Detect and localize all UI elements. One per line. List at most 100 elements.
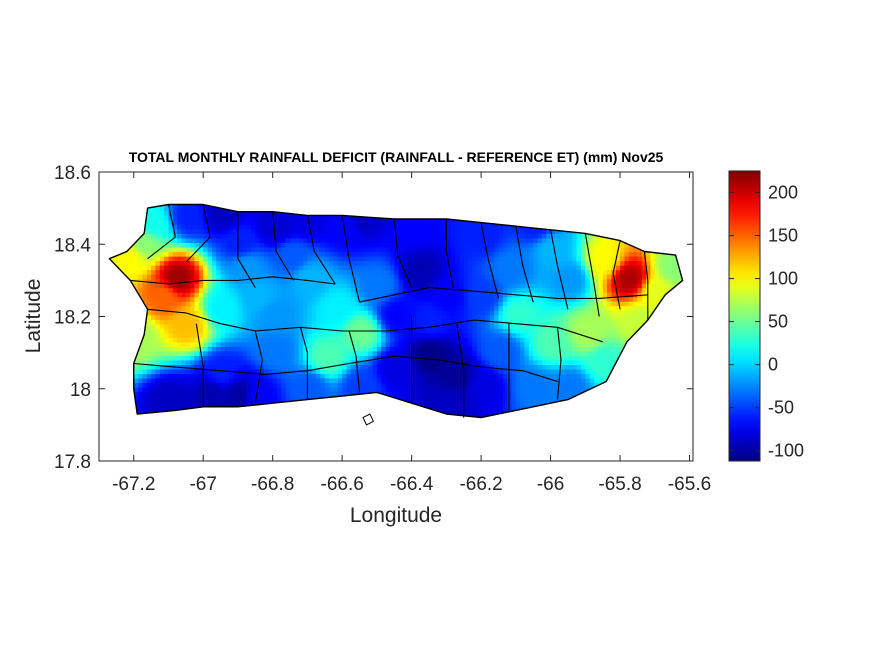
field-cell: [359, 310, 365, 316]
field-cell: [264, 341, 269, 347]
field-cell: [198, 400, 204, 406]
field-cell: [138, 364, 143, 370]
field-cell: [381, 373, 387, 379]
field-cell: [185, 396, 191, 402]
field-cell: [533, 359, 539, 365]
field-cell: [424, 328, 430, 334]
field-cell: [207, 396, 213, 402]
field-cell: [203, 368, 209, 374]
field-cell: [207, 301, 213, 307]
field-cell: [259, 319, 265, 325]
field-cell: [385, 296, 391, 302]
field-cell: [307, 341, 313, 347]
field-cell: [237, 278, 243, 284]
field-cell: [381, 386, 387, 392]
field-cell: [164, 391, 169, 397]
field-cell: [455, 292, 460, 298]
field-cell: [355, 337, 361, 343]
field-cell: [246, 332, 252, 338]
field-cell: [472, 355, 478, 361]
field-cell: [463, 323, 469, 329]
field-cell: [520, 400, 526, 406]
field-cell: [363, 278, 369, 284]
field-cell: [185, 368, 191, 374]
field-cell: [337, 287, 343, 293]
field-cell: [251, 296, 256, 302]
field-cell: [177, 341, 183, 347]
field-cell: [494, 346, 499, 352]
field-cell: [237, 377, 243, 383]
field-cell: [416, 400, 421, 406]
field-cell: [233, 377, 239, 383]
field-cell: [259, 391, 265, 397]
field-cell: [576, 382, 582, 388]
field-cell: [489, 405, 495, 411]
field-cell: [146, 310, 152, 316]
field-cell: [268, 319, 274, 325]
field-cell: [602, 368, 608, 374]
field-cell: [237, 355, 243, 361]
field-cell: [694, 364, 699, 369]
field-cell: [546, 292, 552, 298]
field-cell: [342, 382, 348, 388]
field-cell: [437, 332, 443, 338]
field-cell: [628, 305, 634, 311]
field-cell: [524, 269, 530, 275]
field-cell: [667, 283, 673, 289]
field-cell: [602, 278, 608, 284]
field-cell: [307, 296, 313, 302]
field-cell: [563, 269, 569, 275]
field-cell: [138, 359, 143, 365]
field-cell: [181, 368, 187, 374]
field-cell: [394, 346, 400, 352]
field-cell: [224, 391, 230, 397]
field-cell: [207, 269, 213, 275]
field-cell: [459, 269, 465, 275]
field-cell: [602, 341, 608, 347]
field-cell: [563, 346, 569, 352]
field-cell: [290, 332, 295, 338]
field-cell: [424, 305, 430, 311]
field-cell: [563, 292, 569, 298]
field-cell: [550, 391, 556, 397]
field-cell: [489, 364, 495, 370]
field-cell: [242, 292, 248, 298]
field-cell: [389, 337, 395, 343]
field-cell: [359, 319, 365, 325]
field-cell: [624, 337, 630, 343]
field-cell: [290, 386, 295, 392]
field-cell: [316, 296, 321, 302]
field-cell: [446, 292, 452, 298]
field-cell: [329, 377, 334, 383]
field-cell: [198, 287, 204, 293]
field-cell: [251, 319, 256, 325]
field-cell: [251, 314, 256, 320]
field-cell: [385, 368, 391, 374]
field-cell: [554, 296, 560, 302]
field-cell: [146, 346, 152, 352]
field-cell: [589, 301, 595, 307]
field-cell: [242, 355, 248, 361]
field-cell: [594, 355, 599, 361]
field-cell: [281, 386, 287, 392]
field-cell: [242, 391, 248, 397]
field-cell: [311, 305, 317, 311]
field-cell: [355, 301, 361, 307]
field-cell: [394, 305, 400, 311]
field-cell: [598, 373, 604, 379]
field-cell: [376, 377, 382, 383]
field-cell: [450, 314, 456, 320]
field-cell: [589, 278, 595, 284]
field-cell: [602, 319, 608, 325]
field-cell: [220, 337, 226, 343]
field-cell: [602, 287, 608, 293]
field-cell: [459, 296, 465, 302]
field-cell: [151, 314, 156, 320]
field-cell: [233, 332, 239, 338]
field-cell: [316, 377, 321, 383]
field-cell: [429, 305, 434, 311]
field-cell: [346, 346, 352, 352]
field-cell: [520, 355, 526, 361]
field-cell: [190, 373, 196, 379]
field-cell: [641, 296, 647, 302]
